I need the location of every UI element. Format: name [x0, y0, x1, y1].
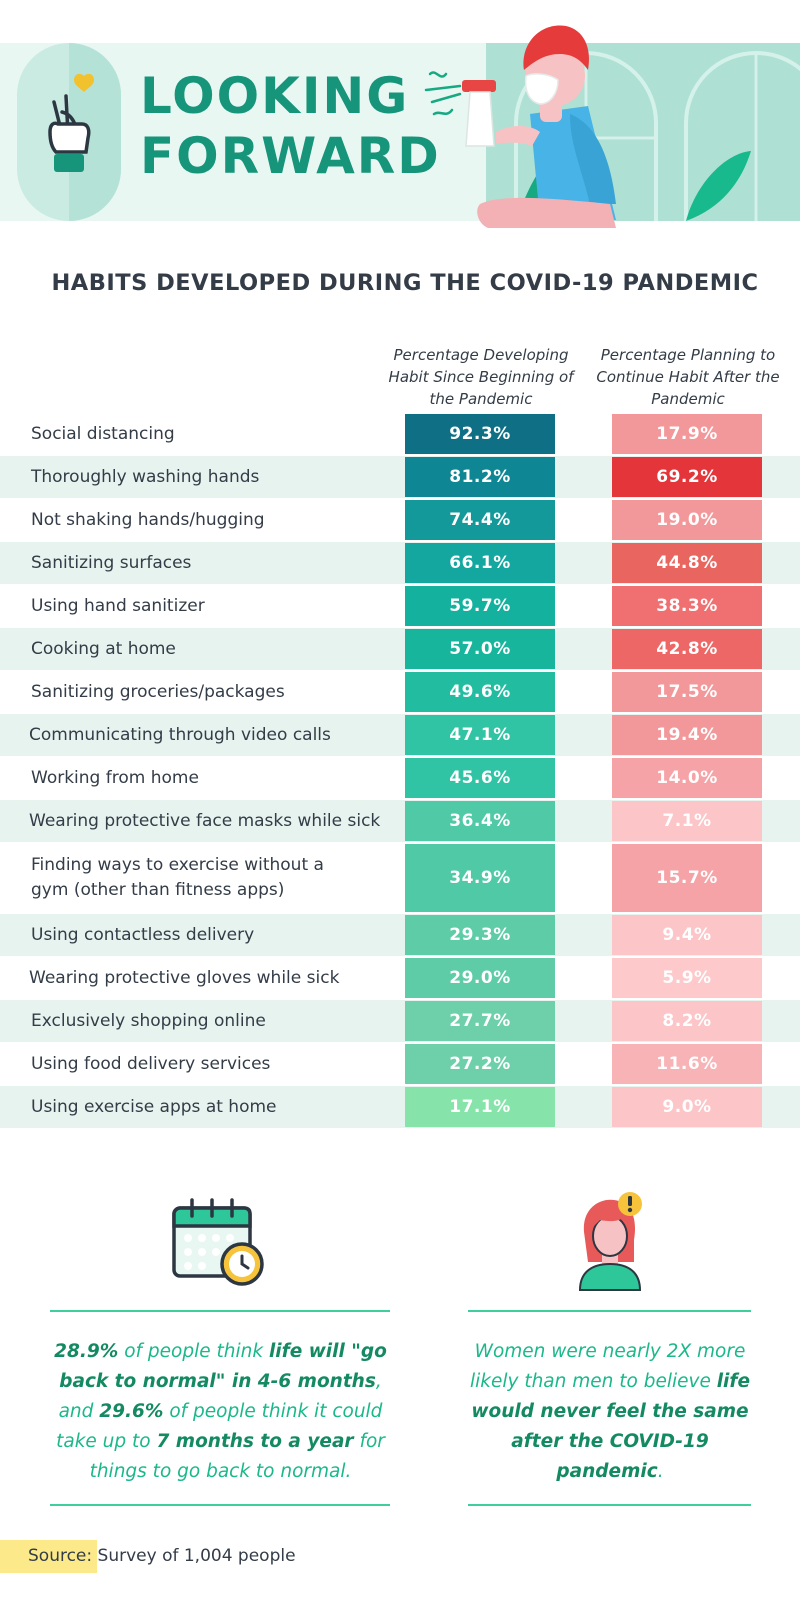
- row-label: Communicating through video calls: [29, 724, 331, 745]
- continuing-value-cell: 19.0%: [612, 500, 762, 540]
- note-text: .: [657, 1461, 664, 1482]
- note-women-likelihood: Women were nearly 2X more likely than me…: [460, 1337, 760, 1487]
- continuing-value-cell: 8.2%: [612, 1001, 762, 1041]
- note-emphasis: 7 months to a year: [156, 1431, 354, 1452]
- note-text: of people think it could take up to: [56, 1401, 383, 1452]
- row-label: Wearing protective gloves while sick: [29, 967, 340, 988]
- note-text: Women were nearly 2X more likely than me…: [469, 1341, 746, 1392]
- developing-value-cell: 36.4%: [405, 801, 555, 841]
- note-text: , and: [58, 1371, 382, 1422]
- column-header-developing: Percentage Developing Habit Since Beginn…: [388, 346, 574, 408]
- developing-value-cell: 66.1%: [405, 543, 555, 583]
- row-label: Social distancing: [31, 423, 175, 444]
- chart-title: HABITS DEVELOPED DURING THE COVID-19 PAN…: [51, 270, 759, 296]
- note-emphasis: life will "go back to normal" in 4-6 mon…: [59, 1341, 387, 1392]
- source-line: Source: Survey of 1,004 people: [28, 1546, 296, 1566]
- continuing-value-cell: 9.4%: [612, 915, 762, 955]
- developing-value-cell: 49.6%: [405, 672, 555, 712]
- calendar-clock-icon: [172, 1198, 264, 1286]
- developing-value-cell: 29.3%: [405, 915, 555, 955]
- row-label: Wearing protective face masks while sick: [29, 810, 381, 831]
- continuing-value-cell: 17.9%: [612, 414, 762, 454]
- developing-value-cell: 45.6%: [405, 758, 555, 798]
- note-text: for things to go back to normal.: [89, 1431, 385, 1482]
- row-label: Using contactless delivery: [31, 924, 255, 945]
- habits-table: Social distancing 92.3% 17.9% Thoroughly wa…: [0, 414, 800, 1128]
- continuing-value-cell: 44.8%: [612, 543, 762, 583]
- row-label: Not shaking hands/hugging: [31, 509, 265, 530]
- divider-right-bottom: [468, 1504, 751, 1506]
- note-text: of people think: [118, 1341, 269, 1362]
- row-label: Cooking at home: [31, 638, 176, 659]
- source-label: Source:: [28, 1546, 93, 1566]
- title-line-1: LOOKING: [140, 67, 410, 125]
- continuing-value-cell: 7.1%: [612, 801, 762, 841]
- divider-right-top: [468, 1310, 751, 1312]
- row-label: Using food delivery services: [31, 1053, 271, 1074]
- row-label: Sanitizing groceries/packages: [31, 681, 285, 702]
- continuing-value-cell: 17.5%: [612, 672, 762, 712]
- row-label: Sanitizing surfaces: [31, 552, 192, 573]
- note-emphasis: life would never feel the same after the…: [471, 1371, 750, 1482]
- developing-value-cell: 27.2%: [405, 1044, 555, 1084]
- divider-left-top: [50, 1310, 390, 1312]
- developing-value-cell: 47.1%: [405, 715, 555, 755]
- developing-value-cell: 74.4%: [405, 500, 555, 540]
- row-label: Using exercise apps at home: [31, 1096, 277, 1117]
- person-with-spray-bottle-illustration: [424, 25, 616, 228]
- crossed-fingers-icon: [48, 73, 94, 172]
- divider-left-bottom: [50, 1504, 390, 1506]
- woman-alert-icon: [578, 1192, 642, 1291]
- row-label: Thoroughly washing hands: [31, 466, 260, 487]
- developing-value-cell: 81.2%: [405, 457, 555, 497]
- note-emphasis: 29.6%: [99, 1401, 164, 1422]
- continuing-value-cell: 38.3%: [612, 586, 762, 626]
- developing-value-cell: 34.9%: [405, 844, 555, 912]
- row-label: Exclusively shopping online: [31, 1010, 266, 1031]
- developing-value-cell: 29.0%: [405, 958, 555, 998]
- page-title: LOOKING FORWARD: [140, 66, 441, 186]
- row-label: Working from home: [31, 767, 199, 788]
- developing-value-cell: 59.7%: [405, 586, 555, 626]
- continuing-value-cell: 15.7%: [612, 844, 762, 912]
- developing-value-cell: 92.3%: [405, 414, 555, 454]
- continuing-value-cell: 14.0%: [612, 758, 762, 798]
- column-header-continuing: Percentage Planning to Continue Habit Af…: [596, 346, 780, 408]
- continuing-value-cell: 69.2%: [612, 457, 762, 497]
- continuing-value-cell: 11.6%: [612, 1044, 762, 1084]
- row-label: Finding ways to exercise without a gym (…: [31, 855, 324, 900]
- continuing-value-cell: 5.9%: [612, 958, 762, 998]
- note-emphasis: 28.9%: [54, 1341, 119, 1362]
- developing-value-cell: 57.0%: [405, 629, 555, 669]
- continuing-value-cell: 9.0%: [612, 1087, 762, 1127]
- note-normal-timeline: 28.9% of people think life will "go back…: [48, 1337, 393, 1487]
- row-label: Using hand sanitizer: [31, 595, 205, 616]
- developing-value-cell: 27.7%: [405, 1001, 555, 1041]
- developing-value-cell: 17.1%: [405, 1087, 555, 1127]
- source-text: Survey of 1,004 people: [92, 1546, 296, 1566]
- source-highlight: [0, 1540, 97, 1573]
- continuing-value-cell: 19.4%: [612, 715, 762, 755]
- continuing-value-cell: 42.8%: [612, 629, 762, 669]
- title-line-2: FORWARD: [140, 127, 441, 185]
